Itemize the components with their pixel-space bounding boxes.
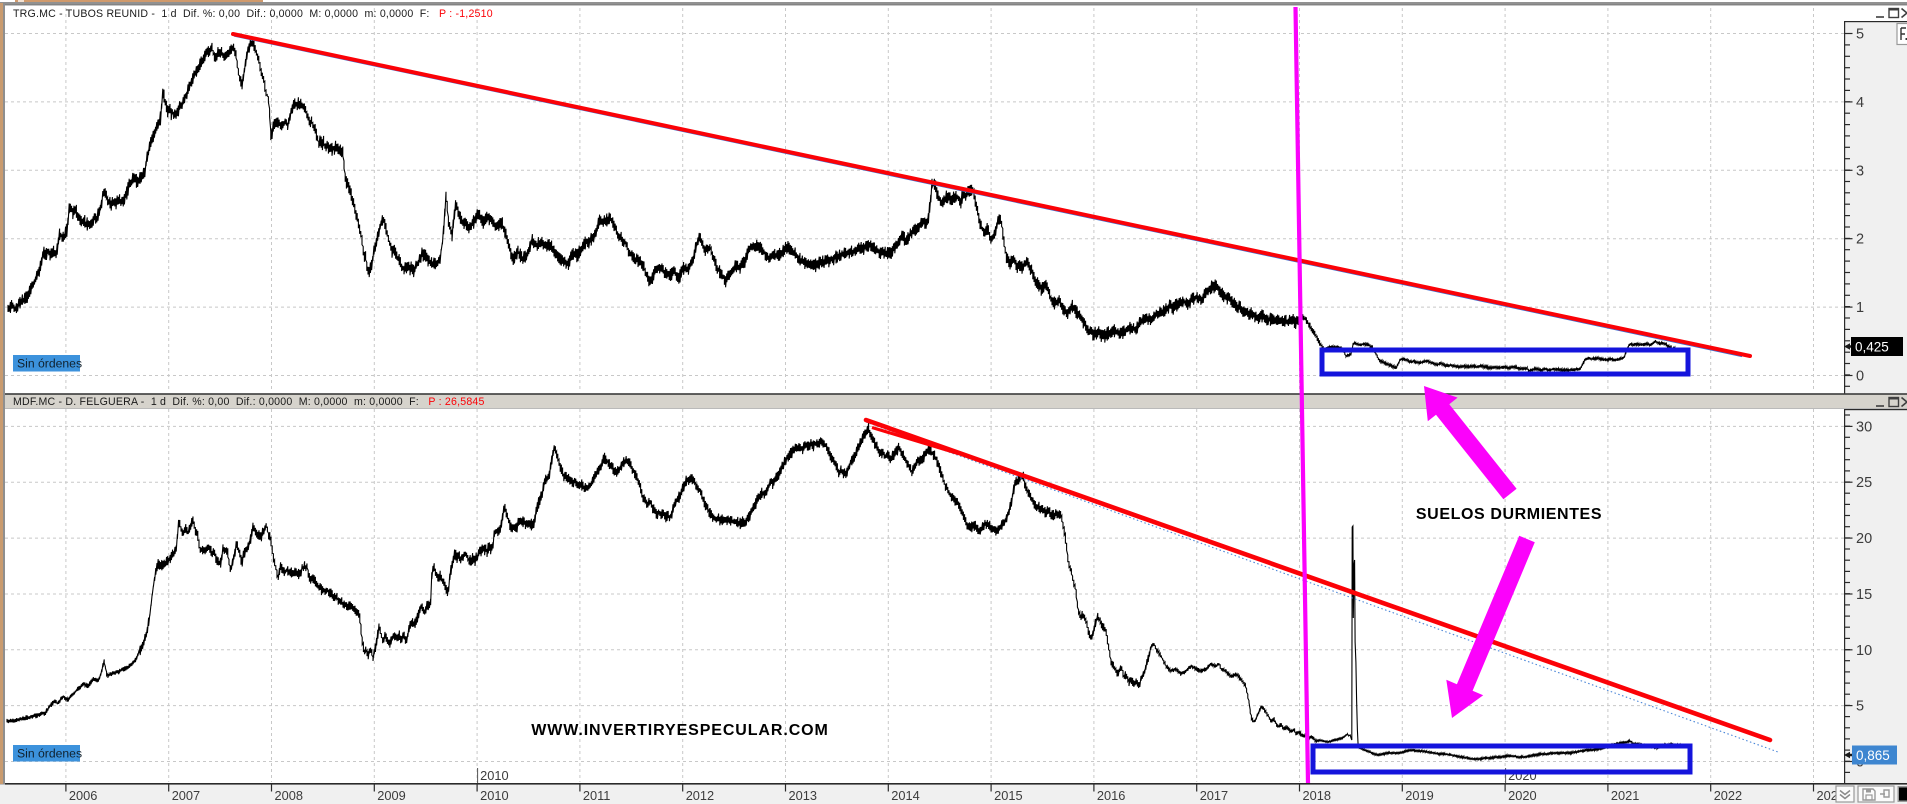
svg-text:2008: 2008 bbox=[275, 788, 303, 803]
svg-text:0,425: 0,425 bbox=[1855, 340, 1889, 355]
svg-text:2010: 2010 bbox=[480, 788, 508, 803]
svg-text:2007: 2007 bbox=[172, 788, 200, 803]
svg-text:20: 20 bbox=[1856, 531, 1872, 547]
svg-text:5: 5 bbox=[1856, 699, 1864, 715]
svg-text:2013: 2013 bbox=[789, 788, 817, 803]
svg-text:10: 10 bbox=[1856, 643, 1872, 659]
svg-text:3: 3 bbox=[1856, 163, 1864, 179]
svg-text:202: 202 bbox=[1817, 788, 1838, 803]
svg-text:Sin órdenes: Sin órdenes bbox=[17, 357, 82, 371]
svg-text:2020: 2020 bbox=[1508, 788, 1536, 803]
svg-text:Sin órdenes: Sin órdenes bbox=[17, 747, 82, 761]
svg-text:SUELOS DURMIENTES: SUELOS DURMIENTES bbox=[1416, 506, 1602, 523]
svg-text:2015: 2015 bbox=[994, 788, 1022, 803]
svg-text:5: 5 bbox=[1856, 27, 1864, 43]
svg-text:0: 0 bbox=[1856, 369, 1864, 385]
svg-text:2018: 2018 bbox=[1303, 788, 1331, 803]
svg-text:1: 1 bbox=[1856, 300, 1864, 316]
svg-text:2021: 2021 bbox=[1611, 788, 1639, 803]
svg-text:2009: 2009 bbox=[377, 788, 405, 803]
svg-text:2022: 2022 bbox=[1714, 788, 1742, 803]
svg-text:2014: 2014 bbox=[891, 788, 919, 803]
svg-text:2006: 2006 bbox=[69, 788, 97, 803]
svg-text:30: 30 bbox=[1856, 419, 1872, 435]
svg-text:WWW.INVERTIRYESPECULAR.COM: WWW.INVERTIRYESPECULAR.COM bbox=[531, 722, 828, 739]
svg-text:2017: 2017 bbox=[1200, 788, 1228, 803]
svg-text:2016: 2016 bbox=[1097, 788, 1125, 803]
svg-text:2011: 2011 bbox=[583, 788, 611, 803]
svg-text:2019: 2019 bbox=[1405, 788, 1433, 803]
svg-text:2: 2 bbox=[1856, 232, 1864, 248]
svg-text:0,865: 0,865 bbox=[1856, 748, 1890, 763]
svg-text:15: 15 bbox=[1856, 587, 1872, 603]
svg-text:MDF.MC - D. FELGUERA - 1 d D: MDF.MC - D. FELGUERA - 1 d Dif. %: 0,00 … bbox=[13, 396, 485, 408]
svg-text:25: 25 bbox=[1856, 475, 1872, 491]
svg-text:TRG.MC - TUBOS REUNID - 1 d: TRG.MC - TUBOS REUNID - 1 d Dif. %: 0,00… bbox=[13, 8, 493, 20]
svg-text:2012: 2012 bbox=[686, 788, 714, 803]
svg-text:4: 4 bbox=[1856, 95, 1864, 111]
svg-text:2010: 2010 bbox=[480, 768, 508, 783]
